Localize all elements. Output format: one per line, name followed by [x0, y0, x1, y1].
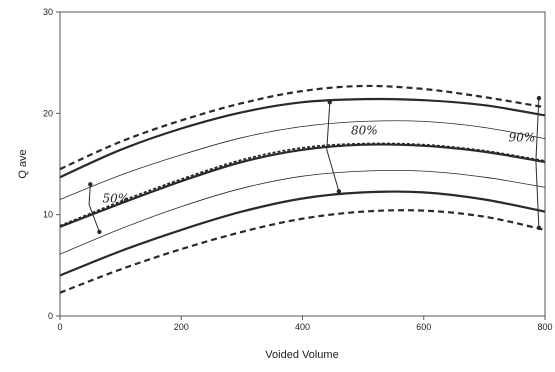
series-line-5	[59, 142, 546, 227]
x-tick-label-400: 400	[295, 322, 310, 332]
series-line-4	[59, 143, 546, 228]
x-tick-label-800: 800	[537, 322, 552, 332]
bracket-group	[88, 95, 542, 235]
series-line-2	[59, 97, 546, 179]
y-tick-label-20: 20	[43, 108, 53, 118]
bracket-2-end-2	[336, 189, 342, 194]
series-line-3	[59, 120, 546, 200]
bracket-3-end-1	[536, 95, 542, 101]
y-tick-label-30: 30	[43, 7, 53, 17]
bracket-2-end-1	[327, 99, 332, 105]
bracket-3	[535, 98, 540, 228]
x-axis-title: Voided Volume	[265, 349, 338, 361]
bracket-1-end-1	[88, 182, 93, 187]
bracket-3-end-2	[536, 225, 542, 231]
bracket-1	[88, 184, 100, 233]
y-tick-label-10: 10	[43, 210, 53, 220]
tick-group: 0 200 400 600 800 0 10 20 30	[43, 7, 553, 332]
y-tick-label-0: 0	[48, 311, 53, 321]
bracket-2	[326, 102, 340, 192]
annotation-1: 50%	[102, 192, 129, 206]
plot-frame	[59, 11, 546, 317]
series-line-7	[59, 190, 546, 277]
y-axis-title: Q ave	[17, 149, 29, 178]
series-line-1	[59, 84, 546, 171]
bracket-1-end-2	[97, 229, 102, 235]
series-line-6	[59, 169, 546, 255]
x-tick-label-200: 200	[174, 322, 189, 332]
series-group	[59, 84, 546, 294]
x-tick-label-0: 0	[57, 322, 62, 332]
x-tick-label-600: 600	[416, 322, 431, 332]
annotation-2: 80%	[351, 124, 378, 138]
annotation-3: 90%	[509, 131, 536, 145]
series-line-8	[59, 209, 546, 294]
annotation-group: 50% 80% 90%	[102, 124, 535, 206]
